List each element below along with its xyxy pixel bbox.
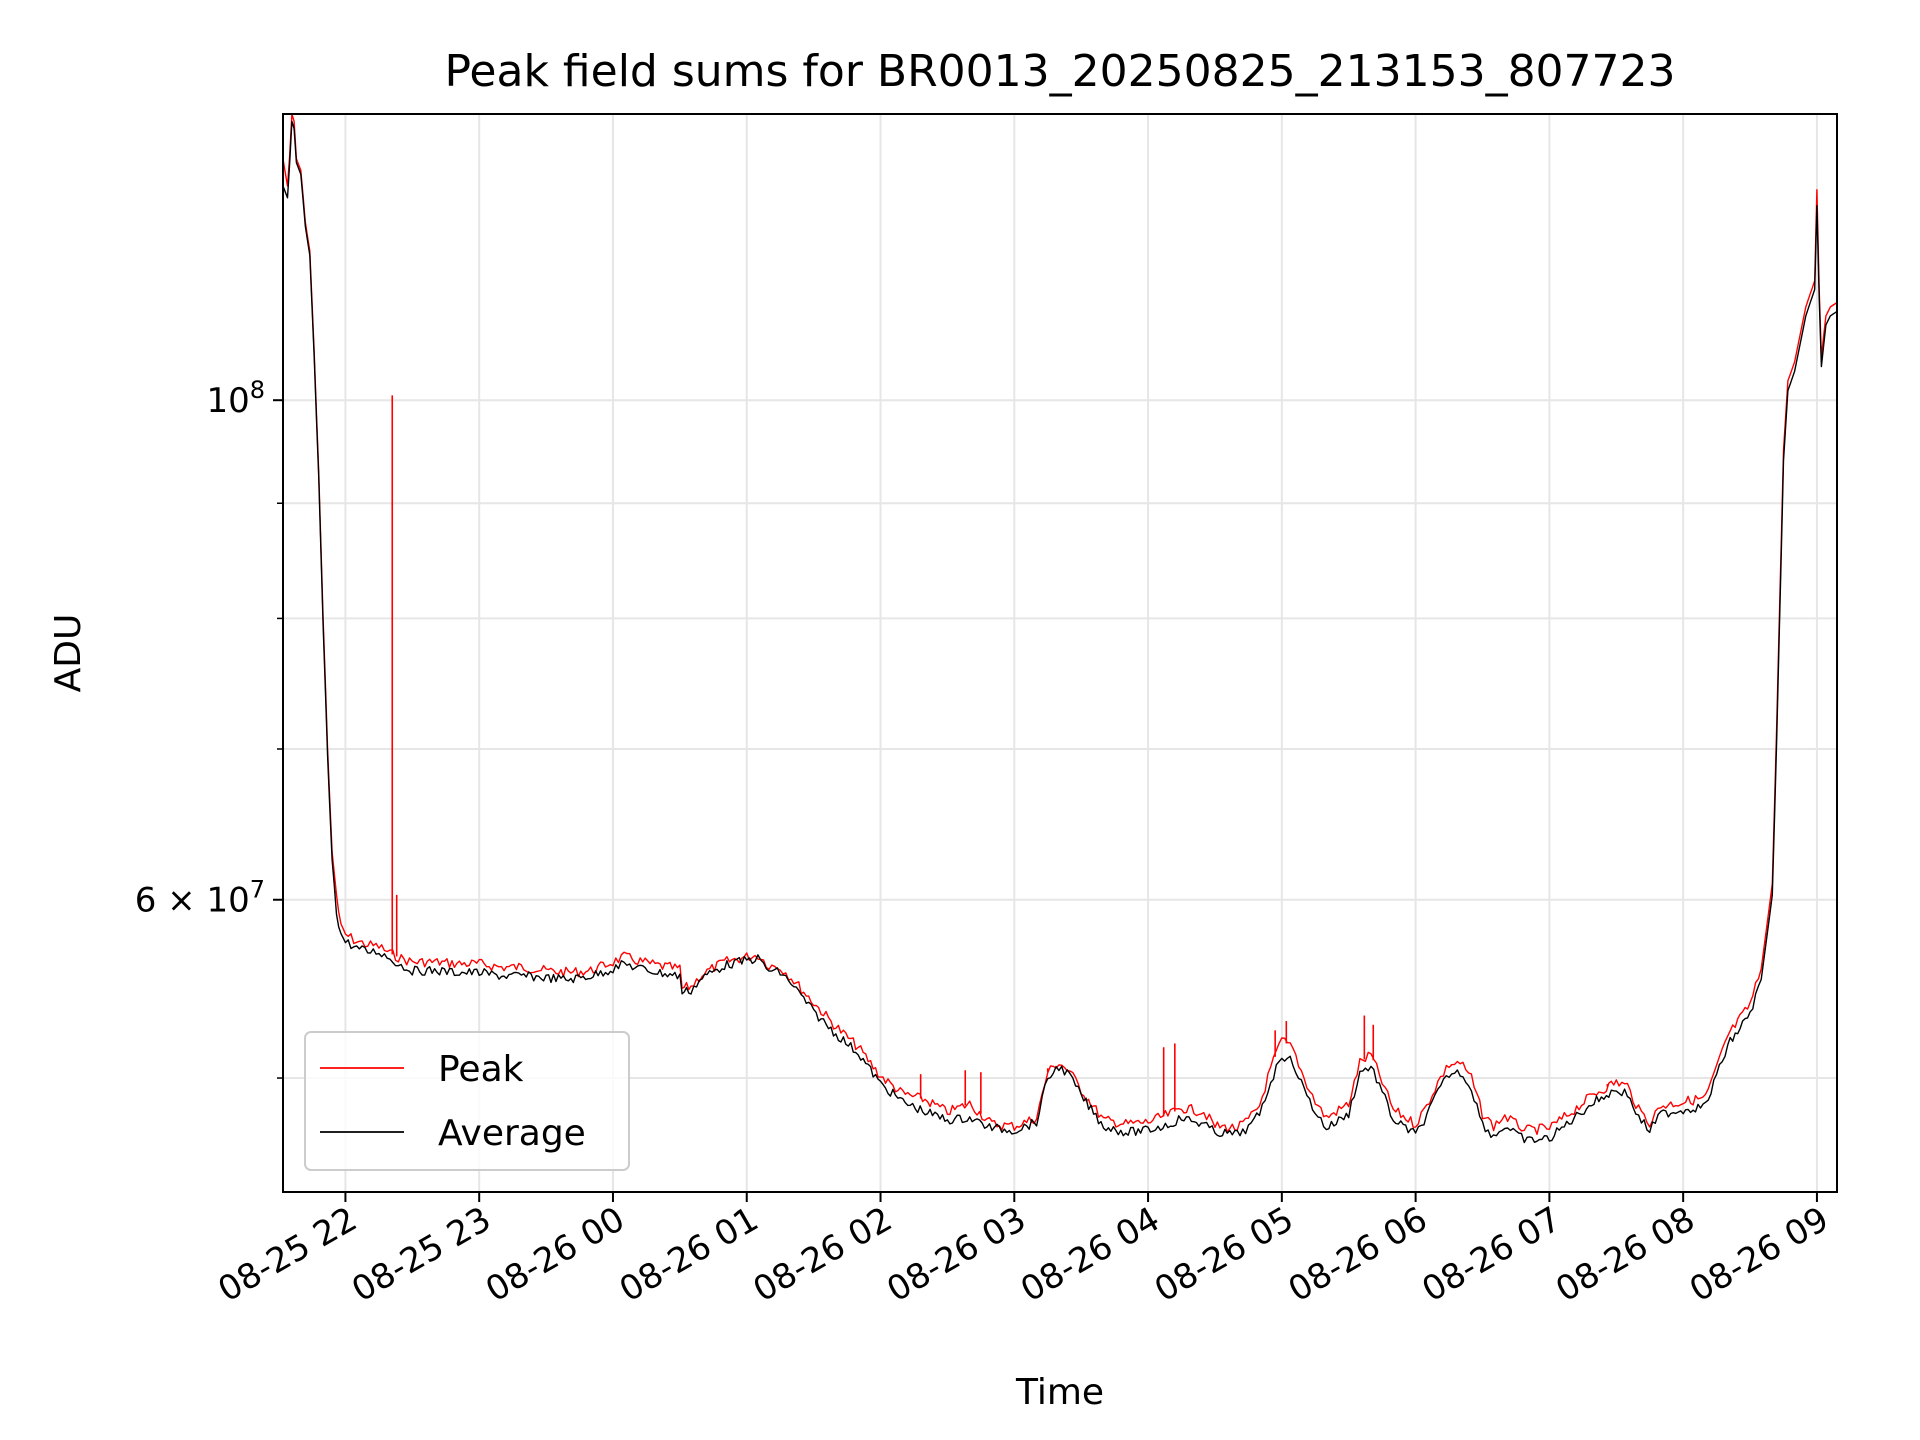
plot-frame — [282, 113, 1838, 1193]
legend-box — [304, 1031, 630, 1171]
series-layer — [283, 114, 1837, 1144]
y-axis-ticks: 108 6 × 107 — [135, 376, 283, 1079]
legend-label-average: Average — [438, 1113, 586, 1154]
chart-title: Peak field sums for BR0013_20250825_2131… — [444, 46, 1675, 97]
y-tick-base: 10 — [206, 381, 249, 421]
series-line-average — [283, 120, 1837, 1144]
y-tick-label: 108 — [206, 376, 265, 421]
grid — [283, 114, 1837, 1192]
x-axis-label: Time — [1015, 1372, 1104, 1413]
legend-label-peak: Peak — [438, 1049, 524, 1090]
y-tick-exponent: 7 — [250, 876, 265, 904]
y-tick-label: 6 × 107 — [135, 876, 265, 921]
y-axis-label: ADU — [48, 614, 89, 693]
y-tick-exponent: 8 — [250, 376, 265, 404]
legend: Peak Average — [304, 1031, 630, 1171]
y-tick-base: 6 × 10 — [135, 881, 250, 921]
